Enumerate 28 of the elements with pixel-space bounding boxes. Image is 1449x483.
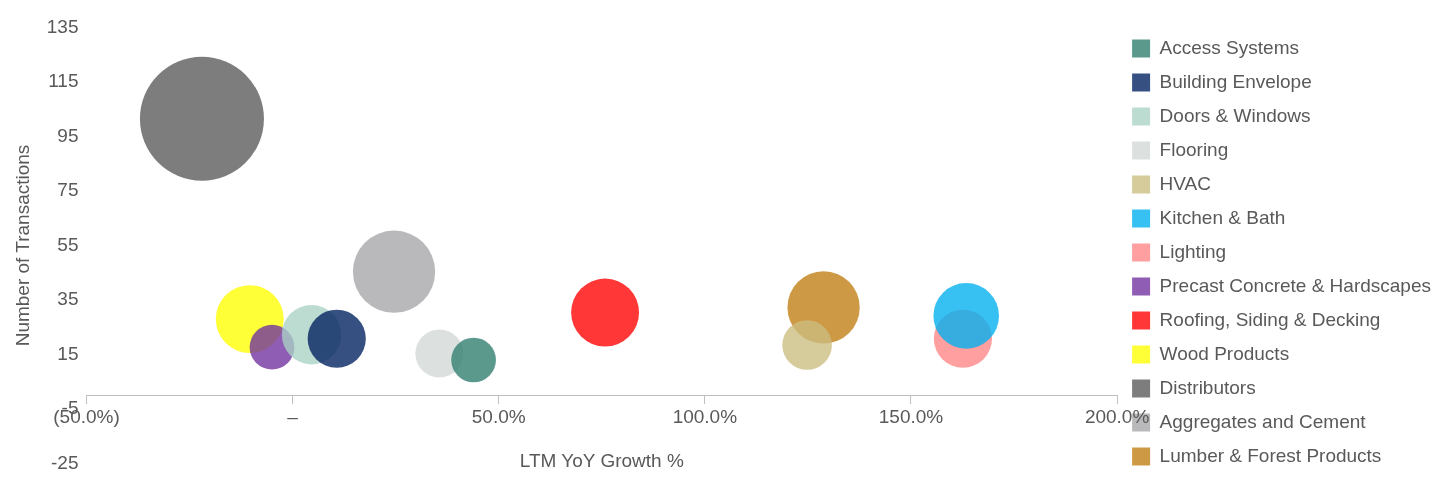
y-tick-label: 15 [57,342,79,364]
x-tick-label: 50.0% [471,406,526,428]
x-tick-label: 100.0% [672,406,738,428]
x-tick-label: – [287,406,299,428]
legend-label: HVAC [1159,172,1211,194]
y-tick-label: 75 [57,179,79,201]
y-tick-label: -25 [51,451,79,473]
x-axis-title: LTM YoY Growth % [519,449,684,471]
legend-label: Aggregates and Cement [1159,410,1367,432]
legend-label: Flooring [1159,138,1229,160]
y-tick-label: 55 [57,233,79,255]
y-axis-title: Number of Transactions [11,144,33,347]
legend-label: Lighting [1159,240,1227,262]
legend-label: Lumber & Forest Products [1159,444,1382,466]
legend-label: Precast Concrete & Hardscapes [1159,274,1432,296]
legend-label: Distributors [1159,376,1256,398]
legend-label: Kitchen & Bath [1159,206,1286,228]
x-tick-label: 200.0% [1084,406,1150,428]
legend-label: Access Systems [1159,36,1299,58]
y-tick-label: 95 [57,124,79,146]
y-tick-label: 115 [48,70,79,92]
y-tick-label: 135 [46,15,79,37]
legend-label: Doors & Windows [1159,104,1311,126]
legend-label: Wood Products [1159,342,1290,364]
legend-label: Building Envelope [1159,70,1312,92]
legend-label: Roofing, Siding & Decking [1159,308,1381,330]
x-tick-label: 150.0% [878,406,944,428]
y-tick-label: 35 [57,288,79,310]
